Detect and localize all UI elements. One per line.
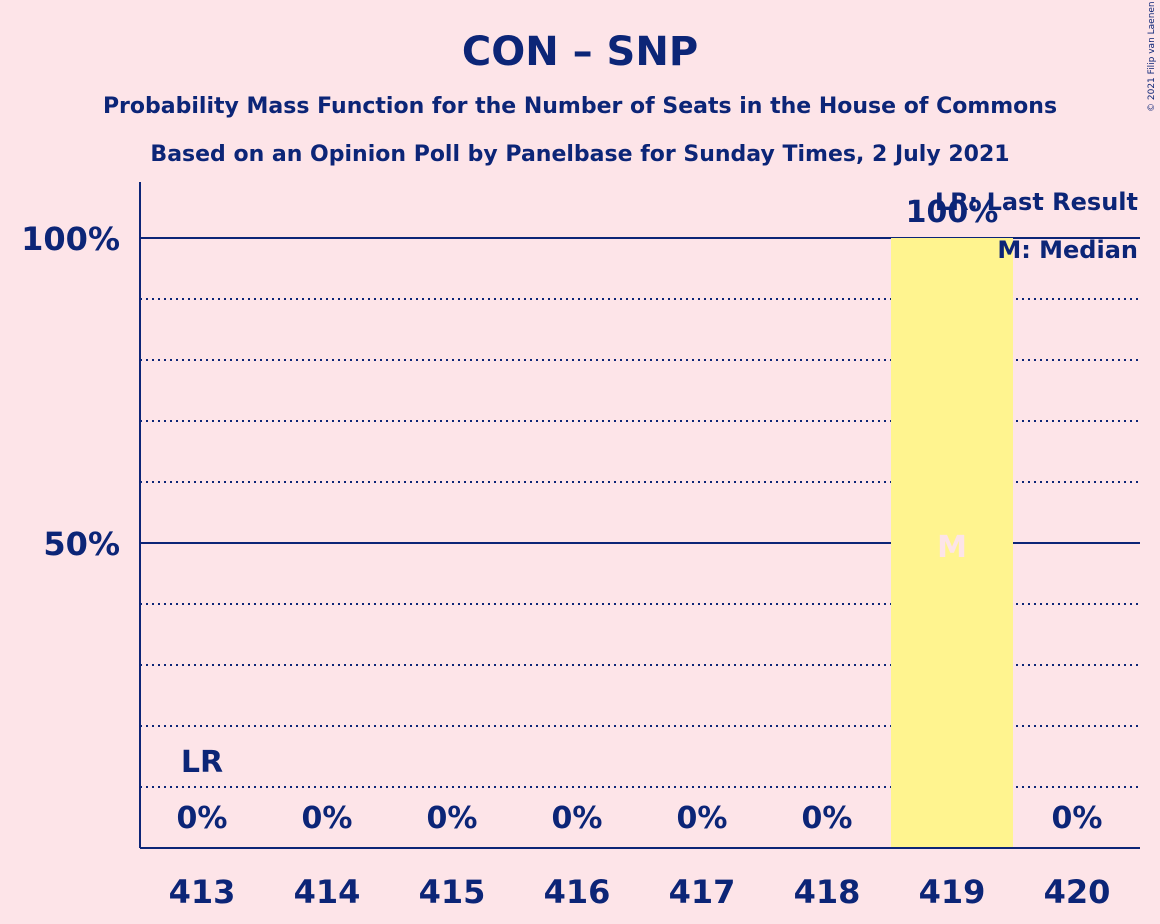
data-label: 0% xyxy=(552,801,603,836)
legend: LR: Last Result M: Median xyxy=(935,188,1138,264)
data-label: 0% xyxy=(1052,801,1103,836)
y-tick-label: 50% xyxy=(43,525,120,563)
legend-entry: M: Median xyxy=(997,236,1138,264)
data-label: 100% xyxy=(906,195,999,230)
data-label: 0% xyxy=(177,801,228,836)
legend-entry: LR: Last Result xyxy=(935,188,1138,216)
x-tick-label: 418 xyxy=(794,873,861,911)
bar-419 xyxy=(891,238,1013,848)
median-marker: M xyxy=(937,530,967,565)
chart-subtitle: Probability Mass Function for the Number… xyxy=(103,94,1057,119)
x-tick-label: 417 xyxy=(669,873,736,911)
data-label: 0% xyxy=(677,801,728,836)
x-tick-label: 413 xyxy=(169,873,236,911)
bars xyxy=(891,238,1013,848)
data-label: 0% xyxy=(427,801,478,836)
chart-subtitle-poll: Based on an Opinion Poll by Panelbase fo… xyxy=(150,142,1009,167)
chart-title: CON – SNP xyxy=(462,29,698,75)
x-tick-label: 420 xyxy=(1044,873,1111,911)
data-label: 0% xyxy=(802,801,853,836)
labels: 50% 100% 413 414 415 416 417 418 419 420 0% 0% 0% 0% 0… xyxy=(21,195,1110,911)
x-tick-label: 414 xyxy=(294,873,361,911)
x-tick-label: 419 xyxy=(919,873,986,911)
copyright-note: © 2021 Filip van Laenen xyxy=(1147,1,1157,112)
x-tick-label: 416 xyxy=(544,873,611,911)
x-tick-label: 415 xyxy=(419,873,486,911)
y-tick-label: 100% xyxy=(21,220,120,258)
last-result-marker: LR xyxy=(181,745,223,780)
data-label: 0% xyxy=(302,801,353,836)
axes xyxy=(139,182,1140,849)
